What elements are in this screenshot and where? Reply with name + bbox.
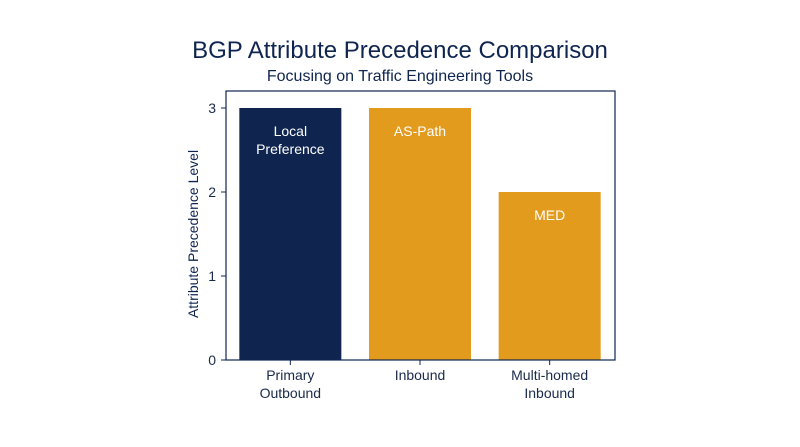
- x-tick-label: Primary: [266, 367, 314, 383]
- bar-label: Preference: [256, 141, 325, 157]
- bar-label: AS-Path: [394, 123, 446, 139]
- chart-title: BGP Attribute Precedence Comparison: [192, 37, 608, 64]
- y-axis-label: Attribute Precedence Level: [185, 150, 201, 318]
- x-tick-label: Inbound: [524, 385, 575, 401]
- x-tick-label: Multi-homed: [511, 367, 588, 383]
- bar: [239, 108, 342, 360]
- y-tick-label: 0: [208, 352, 216, 368]
- y-tick-label: 3: [208, 100, 216, 116]
- bar-label: MED: [534, 207, 565, 223]
- chart-subtitle: Focusing on Traffic Engineering Tools: [267, 68, 533, 85]
- chart-marks: 0 1 2 3 Local Preference Primary Outbound AS-Pat…: [208, 100, 601, 401]
- y-tick-label: 2: [208, 184, 216, 200]
- y-tick-label: 1: [208, 268, 216, 284]
- plot-frame: [225, 90, 616, 361]
- bar: [498, 192, 601, 360]
- x-tick-label: Outbound: [260, 385, 322, 401]
- bar-label: Local: [274, 123, 307, 139]
- bar: [369, 108, 471, 360]
- x-tick-label: Inbound: [395, 367, 446, 383]
